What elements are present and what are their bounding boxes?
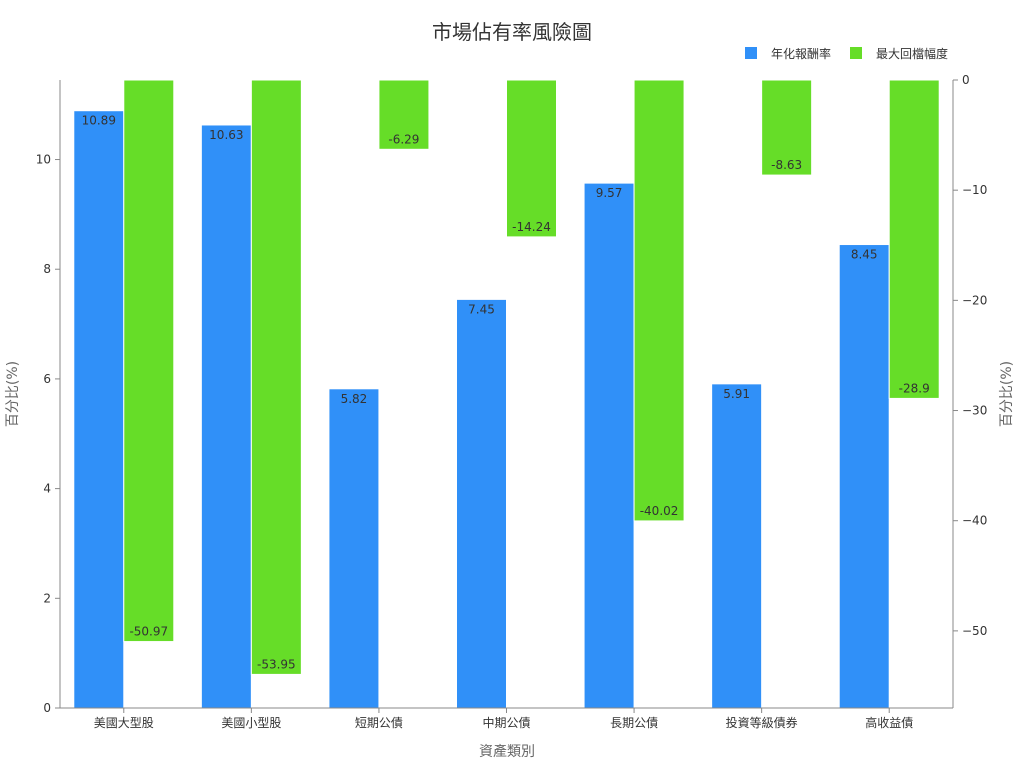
data-label-drawdown: -53.95 [257,657,296,671]
bar-drawdown [250,79,302,675]
bar-drawdown [761,79,813,176]
x-tick-label: 短期公債 [355,715,403,730]
left-tick-label: 10 [36,153,51,167]
data-label-returns: 9.57 [596,186,623,200]
bar-drawdown [378,79,430,150]
data-label-returns: 5.82 [341,392,368,406]
data-label-returns: 10.89 [82,114,116,128]
right-y-axis-label: 百分比(%) [999,361,1015,427]
right-y-axis: 0 −10 −20 −30 −40 −50 [953,73,987,638]
data-labels-group: 10.89 -50.97 10.63 -53.95 5.82 -6.29 7.45 -14.2… [82,114,930,672]
x-tick-label: 美國小型股 [221,716,281,730]
left-tick-label: 2 [43,591,51,605]
left-tick-label: 8 [43,262,51,276]
data-label-drawdown: -50.97 [129,625,168,639]
right-tick-label: −50 [962,624,987,638]
right-tick-label: 0 [962,73,970,87]
x-tick-label: 美國大型股 [94,716,154,730]
legend-swatch-drawdown [850,47,862,59]
right-tick-label: −10 [962,183,987,197]
bar-drawdown [123,79,175,643]
bar-drawdown [888,79,940,399]
data-label-drawdown: -8.63 [771,158,802,172]
data-label-drawdown: -40.02 [640,504,679,518]
x-axis: 美國大型股 美國小型股 短期公債 中期公債 長期公債 投資等級債券 高收益債 [94,708,913,730]
data-label-drawdown: -14.24 [512,220,551,234]
bar-returns [200,124,252,709]
bar-drawdown [633,79,685,522]
bar-returns [838,244,890,709]
legend: 年化報酬率 最大回檔幅度 [745,46,948,61]
x-axis-label: 資產類別 [479,743,535,760]
left-y-axis-label: 百分比(%) [5,361,21,427]
data-label-returns: 10.63 [209,128,243,142]
chart-title: 市場佔有率風險圖 [432,20,592,44]
left-tick-label: 0 [43,701,51,715]
data-label-drawdown: -6.29 [388,132,419,146]
x-tick-label: 長期公債 [610,715,658,730]
bar-returns [328,388,380,709]
bar-returns [583,182,635,709]
right-tick-label: −40 [962,514,987,528]
x-tick-label: 高收益債 [865,715,913,730]
data-label-returns: 8.45 [851,248,878,262]
left-tick-label: 6 [43,372,51,386]
bar-returns [456,298,507,709]
legend-label-drawdown: 最大回檔幅度 [876,46,948,61]
legend-swatch-returns [745,47,757,59]
right-tick-label: −30 [962,404,987,418]
bars-group [73,79,940,709]
data-label-returns: 5.91 [723,387,750,401]
right-tick-label: −20 [962,293,987,307]
x-tick-label: 投資等級債券 [726,715,798,730]
x-tick-label: 中期公債 [482,715,530,730]
data-label-returns: 7.45 [468,302,495,316]
legend-label-returns: 年化報酬率 [771,46,831,61]
left-y-axis: 0 2 4 6 8 10 [36,153,60,715]
bar-returns [73,110,125,709]
bar-returns [711,383,763,709]
bar-drawdown [506,79,557,238]
left-tick-label: 4 [43,482,51,496]
data-label-drawdown: -28.9 [899,381,930,395]
